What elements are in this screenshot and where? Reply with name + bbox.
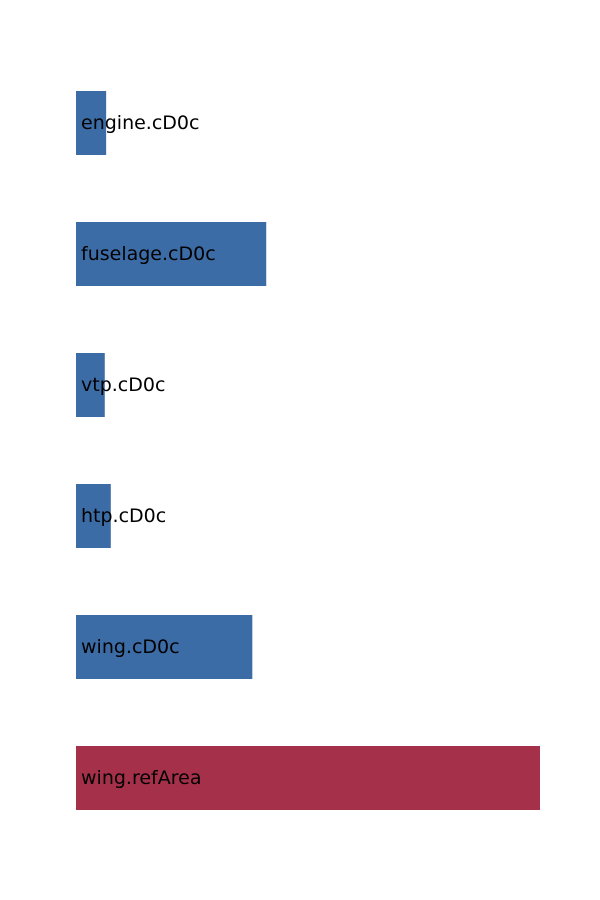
bar-htp-cd0c bbox=[76, 484, 111, 548]
bar-engine-cd0c bbox=[76, 91, 107, 155]
bar-label-vtp-cd0c: vtp.cD0c bbox=[81, 374, 165, 396]
bar-label-wing-refarea: wing.refArea bbox=[81, 767, 201, 789]
labels-layer: engine.cD0c fuselage.cD0c vtp.cD0c htp.cD0c… bbox=[81, 112, 216, 789]
bar-label-wing-cd0c: wing.cD0c bbox=[81, 636, 180, 658]
bars-layer bbox=[76, 91, 540, 810]
bar-wing-cd0c bbox=[76, 615, 253, 679]
bar-wing-refarea bbox=[76, 746, 540, 810]
bar-label-fuselage-cd0c: fuselage.cD0c bbox=[81, 243, 216, 265]
bar-label-engine-cd0c: engine.cD0c bbox=[81, 112, 199, 134]
bar-label-htp-cd0c: htp.cD0c bbox=[81, 505, 166, 527]
bar-vtp-cd0c bbox=[76, 353, 105, 417]
bar-fuselage-cd0c bbox=[76, 222, 267, 286]
